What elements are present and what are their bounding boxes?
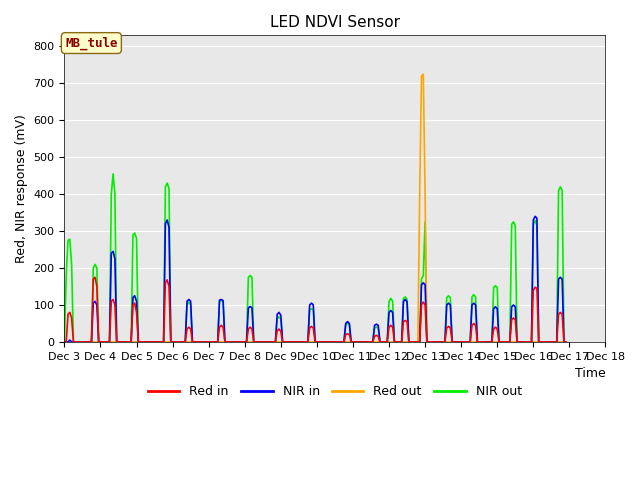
X-axis label: Time: Time (575, 367, 605, 380)
Title: LED NDVI Sensor: LED NDVI Sensor (270, 15, 400, 30)
Y-axis label: Red, NIR response (mV): Red, NIR response (mV) (15, 114, 28, 263)
Text: MB_tule: MB_tule (65, 36, 118, 50)
Legend: Red in, NIR in, Red out, NIR out: Red in, NIR in, Red out, NIR out (143, 380, 527, 403)
